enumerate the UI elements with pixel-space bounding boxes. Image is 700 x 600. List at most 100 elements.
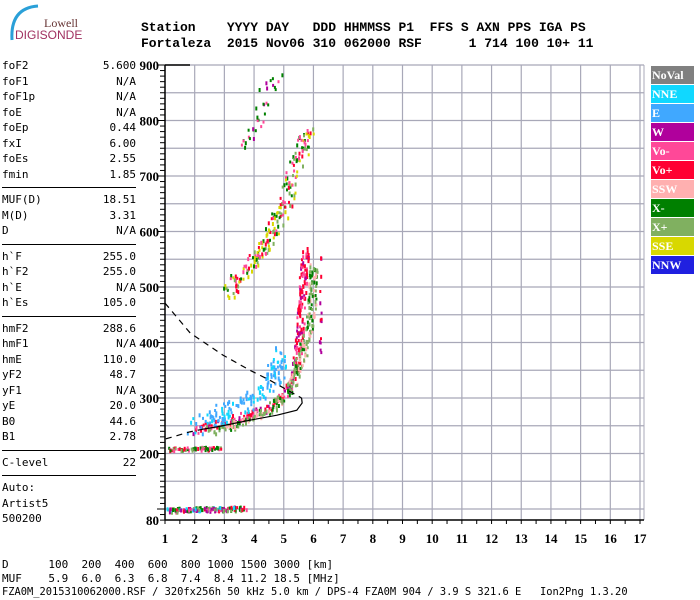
echo-point [260,240,263,245]
echo-point [251,393,254,397]
echo-point [198,413,201,418]
echo-point [300,343,303,347]
echo-point [213,418,216,423]
legend-item-xplus: X+ [651,218,694,236]
echo-point [248,416,251,421]
echo-point [299,300,302,304]
echo-point [289,383,292,388]
echo-point [254,254,257,258]
echo-point [303,282,306,286]
legend-item-xminus: X- [651,199,694,217]
echo-point [296,170,299,174]
echo-point [256,115,259,120]
param-name: yF2 [2,368,22,381]
echo-point [303,264,306,269]
echo-point [269,231,272,234]
echo-point [311,318,314,323]
y-tick-label: 400 [140,336,160,351]
echo-point [303,322,306,326]
echo-point [297,138,300,142]
echo-point [274,374,277,378]
echo-point [289,185,292,189]
echo-point [232,276,235,280]
echo-point [240,277,243,281]
echo-point [178,447,181,451]
echo-point [288,191,291,196]
echo-point [292,174,294,178]
echo-point [284,355,286,359]
echo-point [206,425,209,429]
echo-point [268,247,271,252]
echo-point [320,317,323,321]
echo-point [271,212,274,216]
echo-point [309,286,312,291]
x-tick-label: 16 [604,531,618,546]
echo-point [171,449,174,453]
echo-point [298,347,301,352]
echo-point [186,448,189,452]
echo-point [267,239,270,243]
echo-point [299,325,301,329]
echo-point [294,155,297,159]
echo-point [291,385,294,389]
echo-point [231,424,234,429]
echo-point [267,404,270,408]
y-tick-label: 800 [140,114,160,129]
param-name: h`F [2,249,22,263]
y-tick-label: 200 [140,447,160,462]
echo-point [267,103,270,107]
echo-point [247,128,250,132]
echo-point [259,390,262,395]
echo-point [301,154,304,159]
echo-point [307,153,310,157]
param-value: N/A [116,105,136,119]
param-row: B0 44.6 [2,414,136,430]
echo-point [248,137,251,141]
echo-point [243,264,246,268]
echo-point [202,423,205,427]
echo-point [218,427,221,431]
param-name: foF1p [2,90,36,103]
echo-point [263,112,266,116]
echo-point [245,421,247,426]
echo-point [301,295,304,299]
echo-point [232,414,234,418]
echo-point [269,401,271,405]
echo-point [297,339,300,342]
echo-point [194,507,197,512]
echo-point [226,425,228,429]
echo-point [303,134,305,138]
echo-point [274,88,277,92]
echo-point [267,372,269,377]
echo-point [243,414,246,418]
muf-row: MUF 5.9 6.0 6.3 6.8 7.4 8.4 11.2 18.5 [M… [2,572,340,585]
echo-point [243,505,246,510]
echo-point [303,358,306,363]
echo-point [250,396,253,400]
echo-point [249,413,252,418]
echo-point [259,406,262,410]
echo-point [296,325,299,329]
echo-point [195,427,198,431]
echo-point [290,194,293,198]
echo-point [308,296,311,300]
file-info: FZA0M_2015310062000.RSF / 320fx256h 50 k… [2,586,628,598]
param-value: 2.55 [109,152,137,165]
echo-point [300,263,303,268]
echo-point [253,250,256,255]
echo-point [255,258,258,262]
echo-point [214,447,217,451]
echo-point [294,364,297,369]
echo-point [275,397,277,401]
echo-point [237,284,240,289]
x-tick-label: 10 [426,531,439,546]
echo-point [311,324,314,328]
echo-point [258,242,261,245]
echo-point [296,331,299,336]
echo-point [305,327,308,332]
echo-point [302,326,305,331]
auto-scaling-info: 500200 [2,512,42,525]
echo-point [304,353,307,358]
echo-point [296,316,299,320]
x-tick-label: 15 [574,531,588,546]
